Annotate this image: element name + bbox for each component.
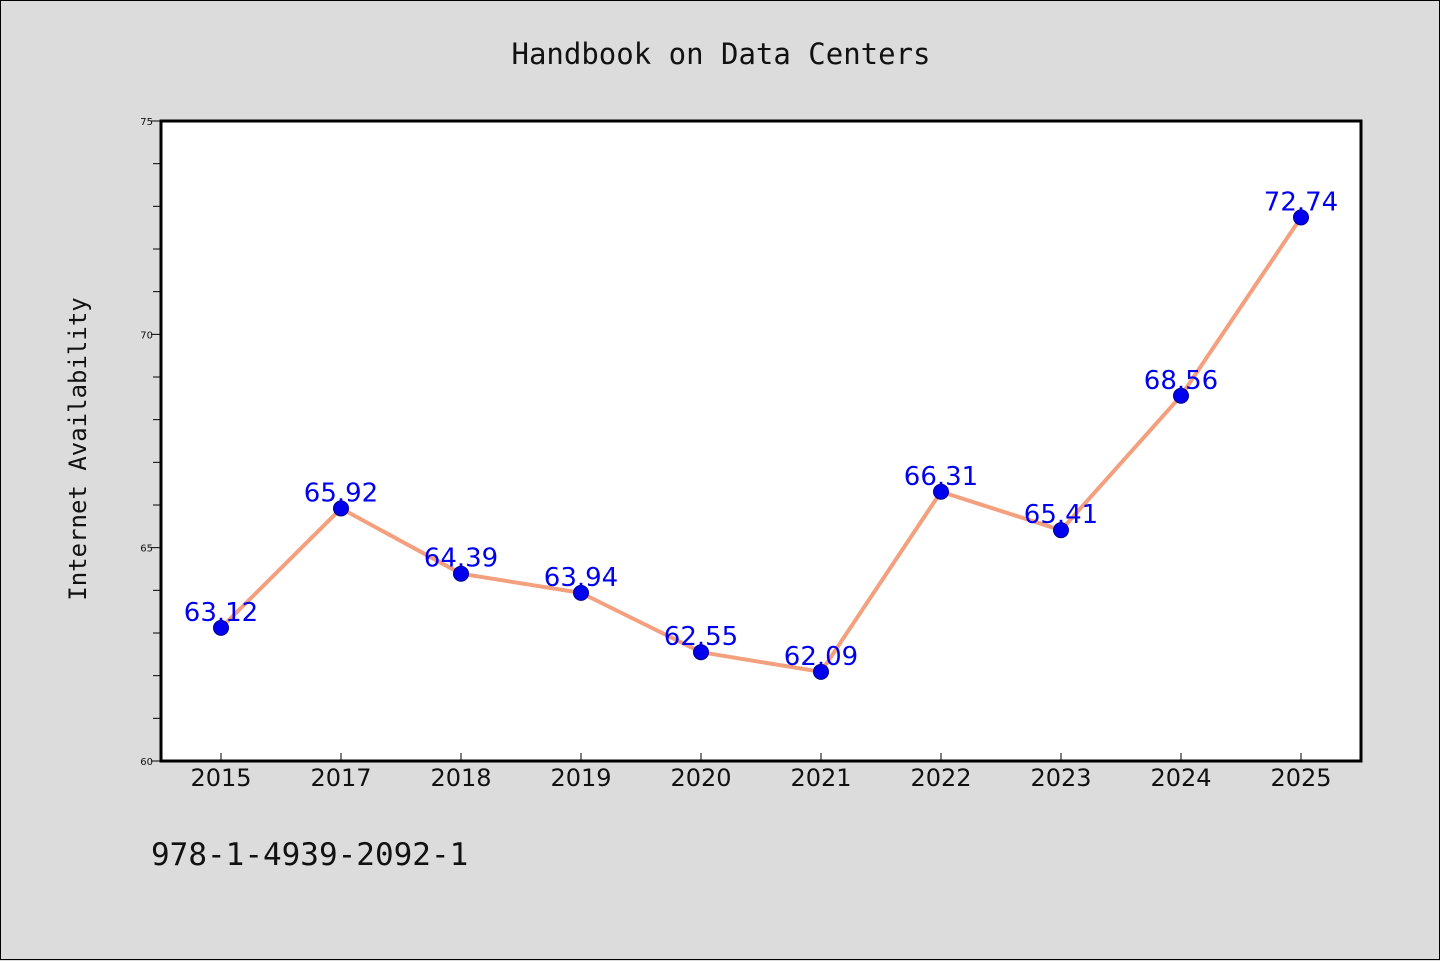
- x-tick-label: 2022: [910, 764, 971, 792]
- data-point: [1293, 209, 1309, 226]
- data-label: 62.09: [784, 642, 858, 672]
- x-tick-label: 2018: [430, 764, 491, 792]
- data-label-layer: 63.12 65.92 64.39 63.94 62.55 62.09 66.31 65.41…: [184, 187, 1338, 671]
- data-point: [453, 565, 469, 582]
- data-point: [333, 500, 349, 517]
- data-point: [573, 584, 589, 601]
- x-axis: 2015 2017 2018 2019 2020 2021 2022 2023 2024 2025: [190, 753, 1332, 792]
- y-tick-label: 65: [140, 544, 153, 555]
- series-layer: [213, 209, 1309, 680]
- data-point: [933, 483, 949, 500]
- data-label: 65.92: [304, 478, 378, 508]
- x-tick-label: 2015: [190, 764, 251, 792]
- isbn-text: 978-1-4939-2092-1: [151, 837, 468, 873]
- data-label: 72.74: [1264, 187, 1338, 217]
- x-tick-label: 2023: [1030, 764, 1091, 792]
- data-point: [813, 663, 829, 680]
- data-label: 66.31: [904, 462, 978, 492]
- x-tick-label: 2020: [670, 764, 731, 792]
- series-line: [219, 216, 1303, 674]
- y-tick-label: 75: [140, 117, 153, 128]
- data-label: 68.56: [1144, 366, 1218, 396]
- plot-area: [159, 119, 1363, 763]
- y-axis: 60 65 70 75: [140, 117, 161, 768]
- data-label: 63.94: [544, 563, 618, 593]
- x-tick-label: 2024: [1150, 764, 1211, 792]
- data-point: [213, 619, 229, 636]
- data-label: 63.12: [184, 598, 258, 628]
- data-point: [1173, 387, 1189, 404]
- x-tick-label: 2025: [1270, 764, 1331, 792]
- x-tick-label: 2021: [790, 764, 851, 792]
- chart-title: Handbook on Data Centers: [511, 37, 930, 71]
- x-tick-label: 2017: [310, 764, 371, 792]
- y-axis-label: Internet Availability: [64, 297, 92, 600]
- data-label: 62.55: [664, 622, 738, 652]
- data-point: [693, 644, 709, 661]
- y-tick-label: 60: [140, 757, 153, 768]
- data-label: 65.41: [1024, 500, 1098, 530]
- data-label: 64.39: [424, 544, 498, 574]
- data-point: [1053, 522, 1069, 539]
- x-tick-label: 2019: [550, 764, 611, 792]
- y-tick-label: 70: [140, 330, 153, 341]
